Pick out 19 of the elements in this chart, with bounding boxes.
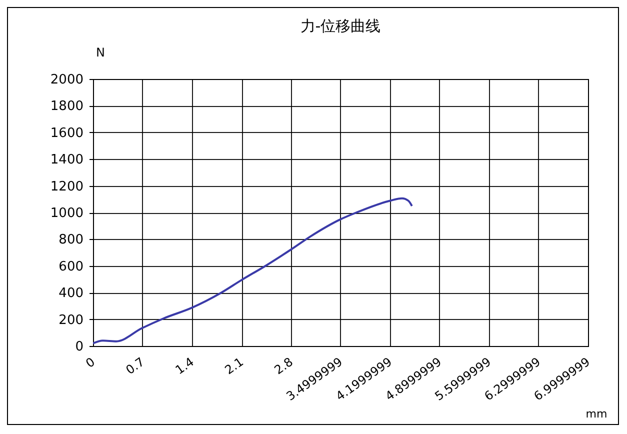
y-tick-label: 0 [75, 340, 84, 354]
x-tick-label: 0.7 [123, 354, 148, 378]
line-series [93, 197, 413, 344]
y-tick-label: 800 [58, 232, 84, 248]
y-tick-label: 1600 [50, 126, 84, 141]
y-tick-label: 1200 [50, 179, 84, 194]
x-tick-label: 0 [83, 354, 98, 371]
y-tick-label: 200 [58, 312, 84, 328]
y-tick-label: 1000 [50, 206, 84, 221]
y-tick-label: 1800 [50, 99, 84, 114]
x-axis-title: mm [586, 408, 608, 420]
x-tick-label: 1.4 [172, 354, 197, 378]
y-tick-label: 600 [58, 259, 84, 274]
chart-title: 力-位移曲线 [300, 17, 381, 35]
y-tick-label: 1400 [50, 152, 84, 168]
y-axis-title: N [96, 46, 105, 60]
y-tick-label: 400 [58, 286, 84, 302]
y-tick-label: 2000 [50, 72, 84, 88]
x-tick-label: 2.1 [222, 354, 246, 378]
